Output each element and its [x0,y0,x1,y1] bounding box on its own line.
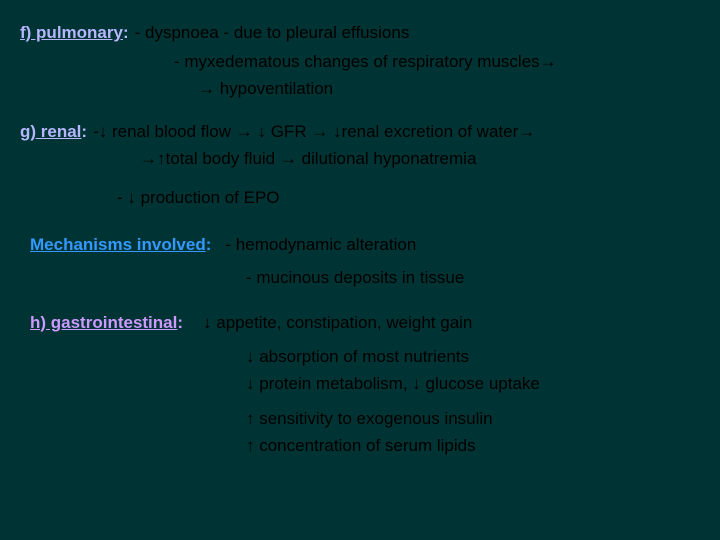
section-h-line1: h) gastrointestinal: ↓ appetite, constip… [20,312,692,335]
h-line1-text: ↓ appetite, constipation, weight gain [183,312,692,335]
section-f-line1: f) pulmonary: - dyspnoea - due to pleura… [20,22,692,45]
g-line1-cont: →↑total body fluid → dilutional hyponatr… [20,148,692,171]
label-mech: Mechanisms involved [30,235,206,254]
g-line2: - ↓ production of EPO [20,187,692,210]
label-f: f) pulmonary [20,23,123,42]
section-g-line1: g) renal: -↓ renal blood flow → ↓ GFR → … [20,121,692,144]
label-g: g) renal [20,122,81,141]
f-line2: - myxedematous changes of respiratory mu… [20,51,692,74]
label-f-wrapper: f) pulmonary: [20,22,129,45]
h-line3: ↓ protein metabolism, ↓ glucose uptake [20,373,692,396]
h-line4: ↑ sensitivity to exogenous insulin [20,408,692,431]
mech-line2: - mucinous deposits in tissue [20,267,692,290]
label-h: h) gastrointestinal [30,313,177,332]
section-mech-line1: Mechanisms involved: - hemodynamic alter… [20,234,692,257]
label-mech-wrapper: Mechanisms involved: [30,234,211,257]
g-line1-text: -↓ renal blood flow → ↓ GFR → ↓renal exc… [87,121,692,144]
label-g-wrapper: g) renal: [20,121,87,144]
h-line5: ↑ concentration of serum lipids [20,435,692,458]
h-line2: ↓ absorption of most nutrients [20,346,692,369]
mech-line1-text: - hemodynamic alteration [211,234,692,257]
slide: f) pulmonary: - dyspnoea - due to pleura… [0,0,720,482]
f-line1-text: - dyspnoea - due to pleural effusions [129,22,692,45]
label-h-wrapper: h) gastrointestinal: [30,312,183,335]
f-line2-cont: → hypoventilation [20,78,692,101]
